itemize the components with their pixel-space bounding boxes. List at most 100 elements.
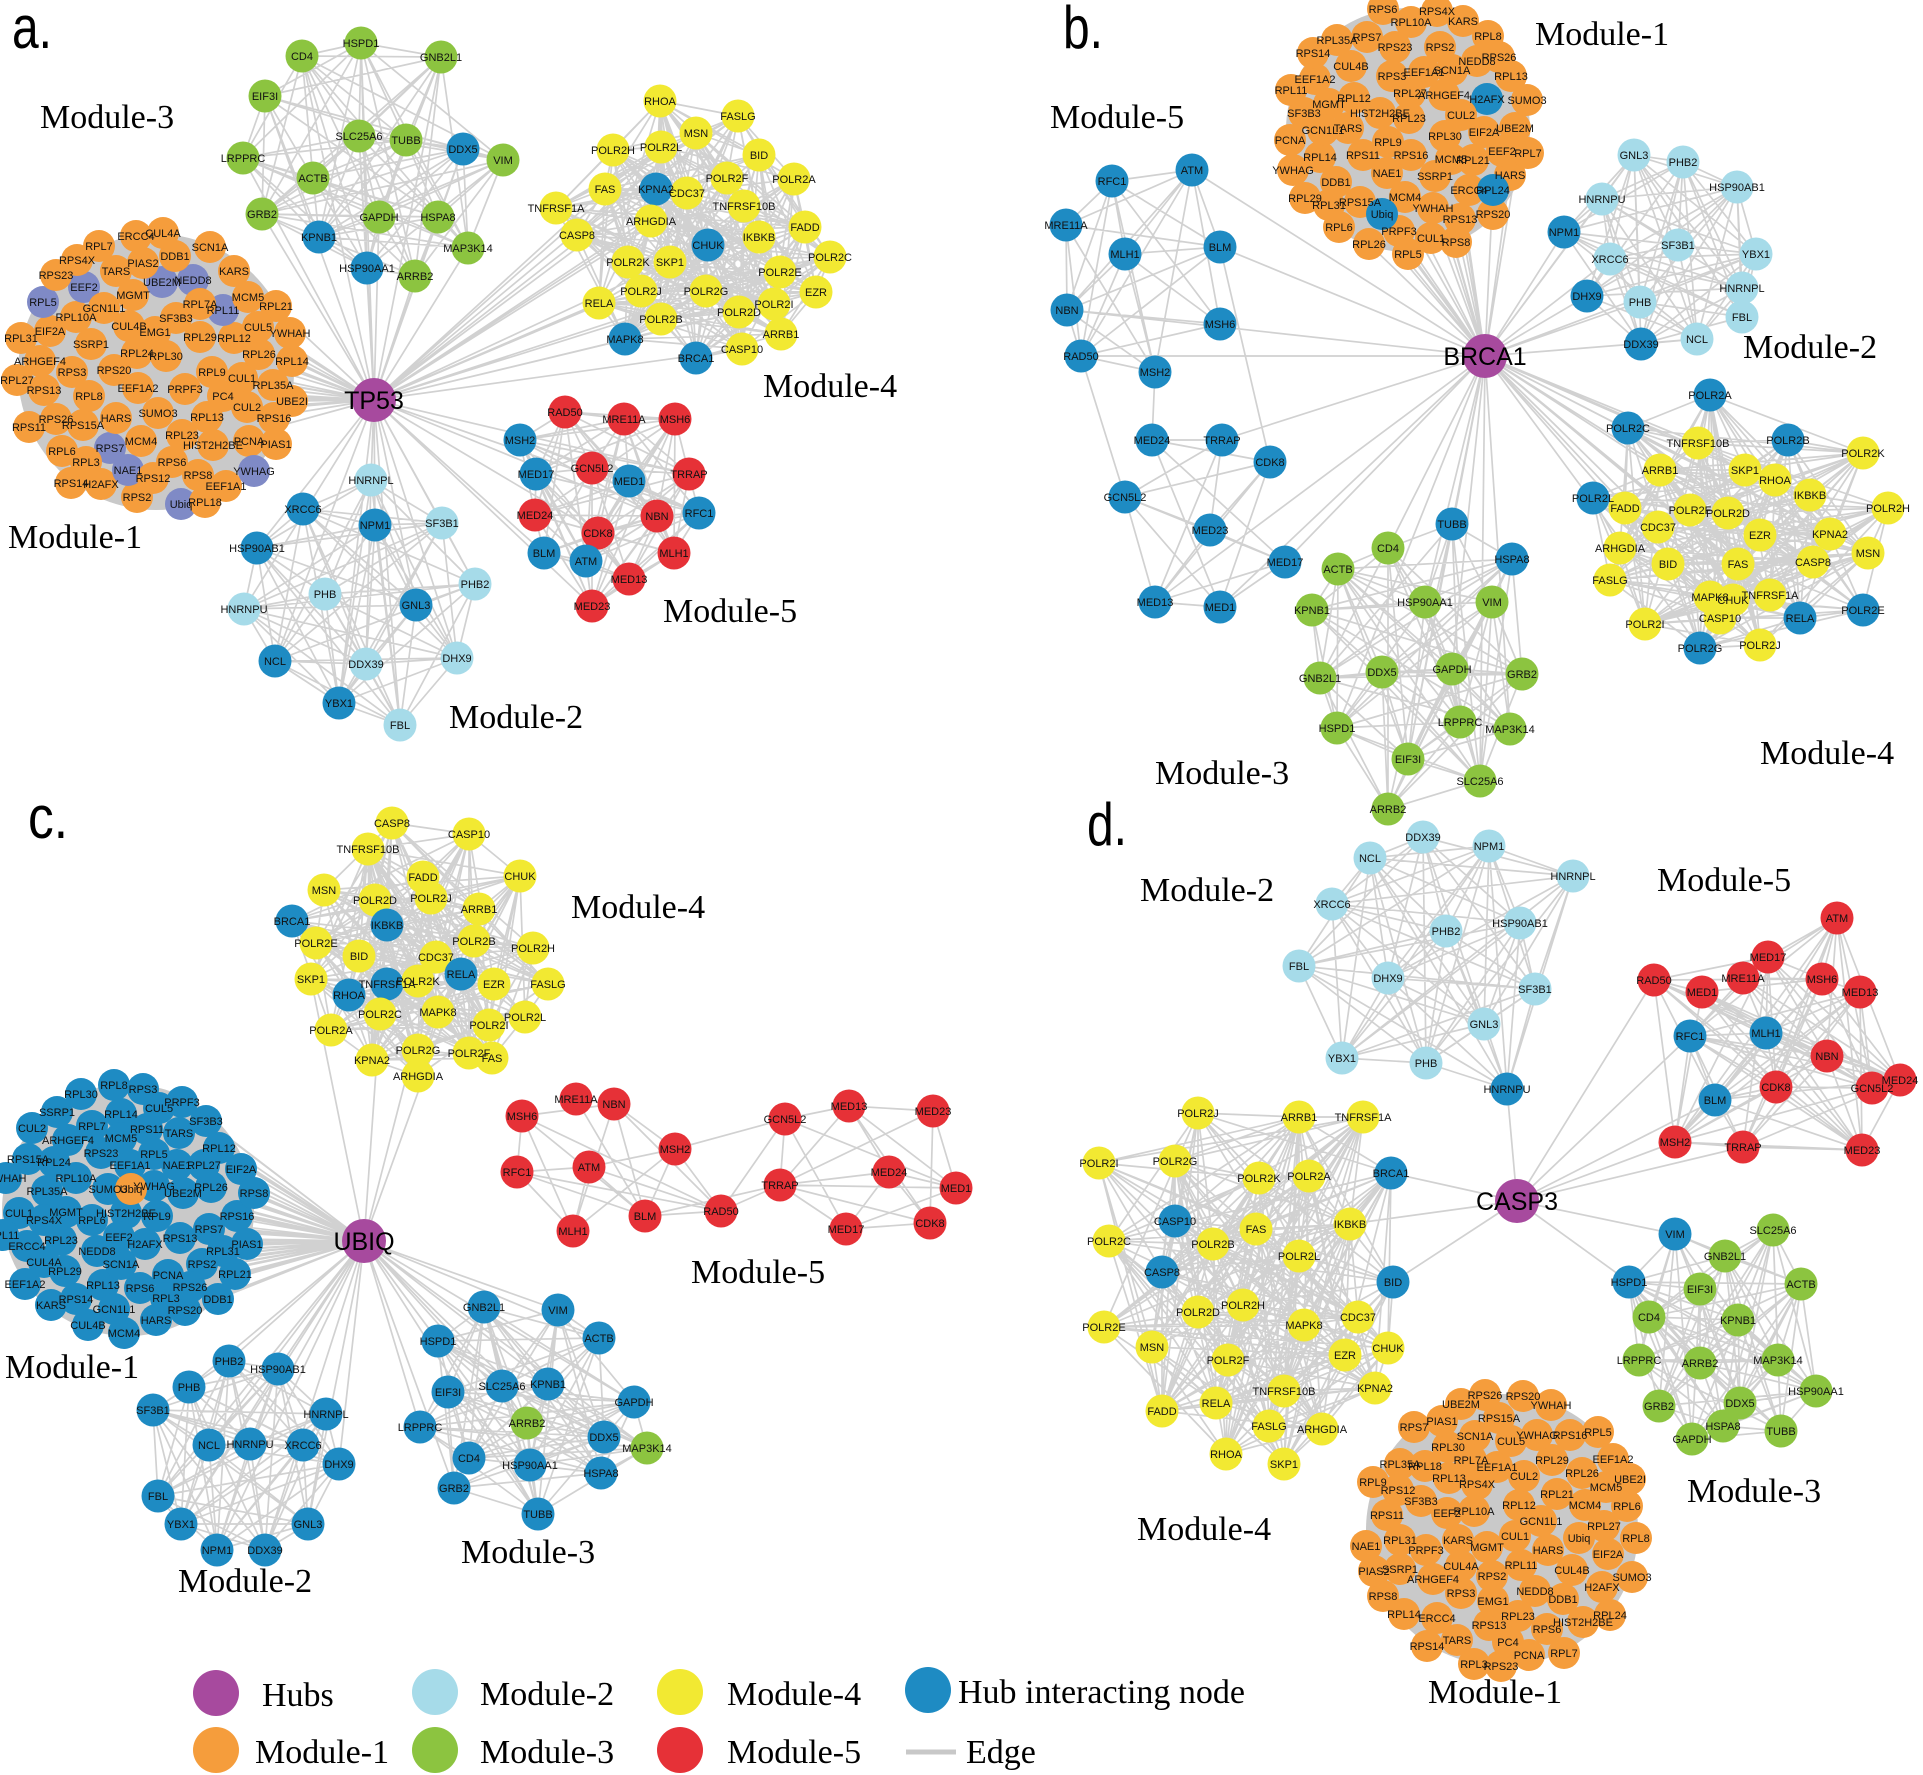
svg-text:Module-5: Module-5 xyxy=(691,1254,825,1291)
svg-text:RPS11: RPS11 xyxy=(1370,1510,1404,1522)
svg-text:NAE1: NAE1 xyxy=(1373,168,1402,180)
svg-text:MLH1: MLH1 xyxy=(558,1226,587,1238)
svg-text:UBE2M: UBE2M xyxy=(1496,123,1534,135)
svg-text:FBL: FBL xyxy=(1289,961,1309,973)
svg-text:GRB2: GRB2 xyxy=(1507,669,1537,681)
svg-text:RPL10A: RPL10A xyxy=(1391,17,1433,29)
svg-text:RPS6: RPS6 xyxy=(1369,4,1398,16)
svg-text:POLR2L: POLR2L xyxy=(1572,493,1614,505)
svg-text:TUBB: TUBB xyxy=(391,135,420,147)
svg-text:RPL6: RPL6 xyxy=(1325,222,1353,234)
svg-text:EIF3I: EIF3I xyxy=(252,91,278,103)
svg-text:GCN1L1: GCN1L1 xyxy=(1302,125,1345,137)
svg-text:XRCC6: XRCC6 xyxy=(1591,254,1628,266)
svg-text:RPL8: RPL8 xyxy=(1474,31,1502,43)
svg-text:ARRB1: ARRB1 xyxy=(763,329,800,341)
svg-text:IKBKB: IKBKB xyxy=(371,920,403,932)
svg-text:RPL18: RPL18 xyxy=(188,497,222,509)
svg-text:GAPDH: GAPDH xyxy=(614,1397,653,1409)
svg-text:CDK8: CDK8 xyxy=(1255,457,1284,469)
svg-text:SCN1A: SCN1A xyxy=(1434,65,1471,77)
svg-text:RPS26: RPS26 xyxy=(39,414,74,426)
svg-text:Module-1: Module-1 xyxy=(255,1734,389,1771)
svg-text:PRPF3: PRPF3 xyxy=(167,384,202,396)
svg-text:FADD: FADD xyxy=(408,872,437,884)
svg-text:RELA: RELA xyxy=(1786,613,1815,625)
svg-text:RPS4X: RPS4X xyxy=(59,255,96,267)
svg-text:POLR2D: POLR2D xyxy=(1706,508,1750,520)
svg-text:CUL4A: CUL4A xyxy=(1443,1561,1479,1573)
svg-text:RPS3: RPS3 xyxy=(1447,1588,1476,1600)
svg-text:POLR2K: POLR2K xyxy=(396,976,440,988)
svg-text:RPL26: RPL26 xyxy=(242,349,276,361)
svg-text:CD4: CD4 xyxy=(1638,1312,1660,1324)
svg-text:EIF3I: EIF3I xyxy=(1395,754,1421,766)
svg-text:MLH1: MLH1 xyxy=(1751,1028,1780,1040)
svg-text:SSRP1: SSRP1 xyxy=(39,1107,75,1119)
svg-text:PIAS1: PIAS1 xyxy=(260,439,291,451)
svg-text:ACTB: ACTB xyxy=(298,173,327,185)
svg-text:KARS: KARS xyxy=(1448,16,1478,28)
svg-text:EEF2: EEF2 xyxy=(1488,146,1516,158)
svg-text:RPS23: RPS23 xyxy=(1484,1661,1519,1673)
svg-text:ACTB: ACTB xyxy=(1786,1279,1815,1291)
svg-text:RPS13: RPS13 xyxy=(163,1233,198,1245)
svg-text:RPS4X: RPS4X xyxy=(26,1215,63,1227)
svg-text:NEDD8: NEDD8 xyxy=(174,275,211,287)
svg-text:MAPK8: MAPK8 xyxy=(1285,1320,1322,1332)
svg-text:MGMT: MGMT xyxy=(116,290,150,302)
svg-text:CASP10: CASP10 xyxy=(1699,613,1741,625)
svg-text:EIF2A: EIF2A xyxy=(35,326,66,338)
svg-text:RPL12: RPL12 xyxy=(1502,1500,1536,1512)
svg-text:HNRNPU: HNRNPU xyxy=(220,604,267,616)
svg-text:IKBKB: IKBKB xyxy=(1334,1219,1366,1231)
svg-text:HSPA8: HSPA8 xyxy=(583,1468,618,1480)
svg-text:UBE2M: UBE2M xyxy=(1442,1399,1480,1411)
svg-text:ARHGDIA: ARHGDIA xyxy=(393,1071,444,1083)
svg-text:RPS14: RPS14 xyxy=(54,478,89,490)
svg-text:RPL14: RPL14 xyxy=(1387,1609,1421,1621)
svg-text:XRCC6: XRCC6 xyxy=(284,504,321,516)
svg-text:a.: a. xyxy=(12,0,52,61)
svg-text:RPL31: RPL31 xyxy=(4,333,38,345)
svg-text:YWHAH: YWHAH xyxy=(1531,1400,1572,1412)
svg-text:RPL26: RPL26 xyxy=(194,1182,228,1194)
svg-text:HSP90AB1: HSP90AB1 xyxy=(1492,918,1548,930)
svg-text:SF3B3: SF3B3 xyxy=(1287,108,1321,120)
svg-text:BRCA1: BRCA1 xyxy=(1373,1168,1410,1180)
svg-text:CASP10: CASP10 xyxy=(1154,1216,1196,1228)
svg-text:Module-5: Module-5 xyxy=(663,593,797,630)
svg-text:RPS15A: RPS15A xyxy=(1339,197,1382,209)
svg-text:GCN5L2: GCN5L2 xyxy=(1104,492,1147,504)
svg-text:TUBB: TUBB xyxy=(1766,1426,1795,1438)
svg-text:CUL2: CUL2 xyxy=(233,402,261,414)
svg-text:POLR2K: POLR2K xyxy=(606,257,650,269)
svg-text:RPL11: RPL11 xyxy=(1275,85,1308,97)
svg-text:KPNB1: KPNB1 xyxy=(1294,605,1330,617)
svg-text:HSP90AA1: HSP90AA1 xyxy=(1397,597,1453,609)
svg-text:Ubiq: Ubiq xyxy=(120,1184,143,1196)
svg-text:RPS8: RPS8 xyxy=(240,1188,269,1200)
svg-text:RELA: RELA xyxy=(447,969,476,981)
svg-text:TRRAP: TRRAP xyxy=(1203,435,1240,447)
svg-text:BLM: BLM xyxy=(634,1211,657,1223)
svg-text:RPL11: RPL11 xyxy=(1505,1560,1538,1572)
svg-text:GCN1L1: GCN1L1 xyxy=(93,1304,136,1316)
svg-text:HNRNPU: HNRNPU xyxy=(1578,194,1625,206)
svg-text:YWHAG: YWHAG xyxy=(1272,165,1314,177)
svg-text:NPM1: NPM1 xyxy=(202,1545,233,1557)
svg-text:MED23: MED23 xyxy=(574,601,611,613)
svg-text:RPS16: RPS16 xyxy=(1394,150,1429,162)
svg-text:PRPF3: PRPF3 xyxy=(164,1097,199,1109)
svg-text:TRRAP: TRRAP xyxy=(1724,1142,1761,1154)
svg-text:MRE11A: MRE11A xyxy=(554,1094,598,1106)
svg-text:FAS: FAS xyxy=(1728,559,1749,571)
svg-text:MED23: MED23 xyxy=(1844,1145,1881,1157)
svg-text:RPS8: RPS8 xyxy=(1442,237,1471,249)
svg-text:ARHGEF4: ARHGEF4 xyxy=(1407,1574,1459,1586)
svg-text:HSP90AB1: HSP90AB1 xyxy=(250,1364,306,1376)
svg-text:c.: c. xyxy=(28,784,68,851)
svg-text:POLR2B: POLR2B xyxy=(1191,1239,1234,1251)
svg-text:POLR2I: POLR2I xyxy=(1079,1158,1118,1170)
svg-text:RPL3: RPL3 xyxy=(152,1293,180,1305)
